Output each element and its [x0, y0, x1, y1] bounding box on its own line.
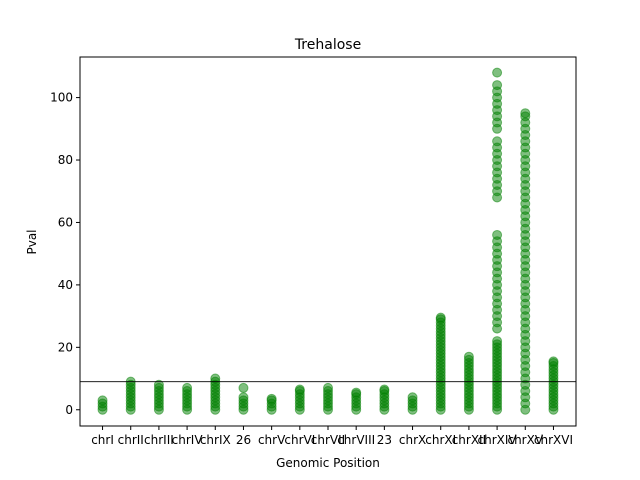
- x-tick-label: 26: [236, 433, 251, 447]
- y-tick-label: 60: [58, 215, 73, 229]
- x-tick-label: chrIX: [200, 433, 231, 447]
- y-tick-label: 0: [65, 403, 73, 417]
- x-tick-label: chrX: [399, 433, 426, 447]
- point: [492, 229, 503, 240]
- point: [492, 336, 503, 347]
- x-tick-label: chrXIV: [478, 433, 518, 447]
- point: [520, 108, 531, 119]
- point: [351, 387, 362, 398]
- point: [379, 384, 390, 395]
- x-tick-label: chrII: [118, 433, 144, 447]
- point: [210, 373, 221, 384]
- x-tick-label: 23: [377, 433, 392, 447]
- point: [463, 351, 474, 362]
- point: [97, 395, 108, 406]
- y-tick-label: 20: [58, 340, 73, 354]
- point: [435, 312, 446, 323]
- x-tick-label: chrIII: [144, 433, 174, 447]
- y-axis-label: Pval: [25, 229, 39, 254]
- x-tick-label: chrIV: [172, 433, 204, 447]
- y-tick-label: 100: [50, 91, 73, 105]
- x-tick-label: chrVI: [284, 433, 315, 447]
- x-tick-label: chrI: [91, 433, 114, 447]
- point: [182, 382, 193, 393]
- x-tick-label: chrV: [258, 433, 286, 447]
- x-tick-label: chrVII: [311, 433, 345, 447]
- x-axis-label: Genomic Position: [276, 456, 380, 470]
- point: [492, 80, 503, 91]
- point: [266, 393, 277, 404]
- x-tick-label: chrXVI: [534, 433, 573, 447]
- axes-frame: [79, 56, 577, 427]
- x-tick-label: chrXI: [425, 433, 456, 447]
- point: [492, 67, 503, 78]
- point: [238, 392, 249, 403]
- x-tick-label: chrVIII: [337, 433, 375, 447]
- point: [492, 136, 503, 147]
- chart-title: Trehalose: [294, 37, 361, 53]
- x-tick-label: chrXV: [507, 433, 543, 447]
- y-tick-label: 40: [58, 278, 73, 292]
- y-tick-label: 80: [58, 153, 73, 167]
- point: [153, 379, 164, 390]
- point: [238, 382, 249, 393]
- point: [323, 382, 333, 393]
- point: [548, 356, 559, 367]
- point: [294, 384, 305, 395]
- x-tick-label: chrXII: [452, 433, 486, 447]
- point: [407, 392, 418, 403]
